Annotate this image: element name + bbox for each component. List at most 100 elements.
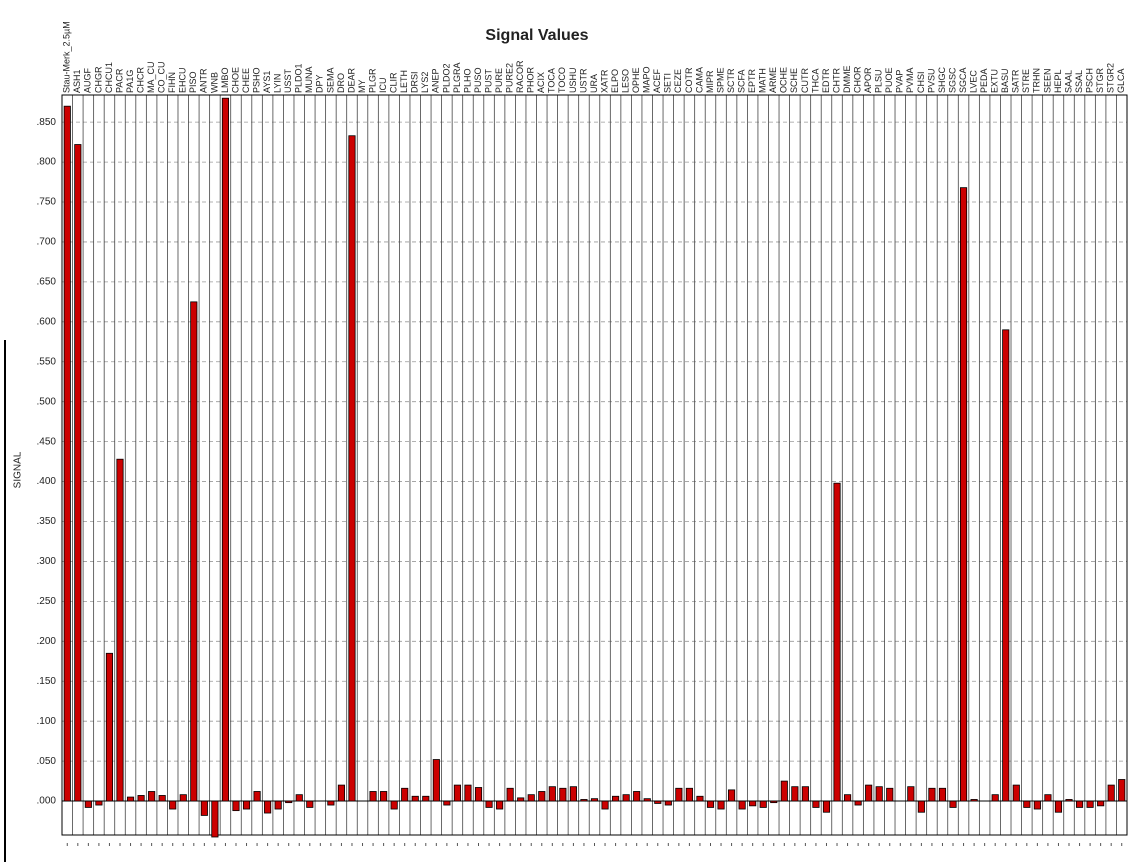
bar xyxy=(506,787,514,802)
bar xyxy=(706,800,715,808)
bar xyxy=(822,800,831,813)
x-tick-label: LYS2 xyxy=(420,72,430,93)
x-tick-label: LETH xyxy=(399,70,409,93)
x-tick-label: MAPO xyxy=(642,66,652,93)
bar xyxy=(643,798,651,802)
bar xyxy=(970,799,978,802)
bar xyxy=(770,800,778,804)
x-tick-label: DEAR xyxy=(346,67,356,93)
bar xyxy=(1044,794,1052,802)
bar xyxy=(959,187,968,802)
x-tick-label: LYIN xyxy=(273,74,283,93)
bar xyxy=(453,784,461,802)
plot-frame xyxy=(61,94,1128,836)
y-tick-label: .100 xyxy=(37,716,57,727)
x-tick-label: DMME xyxy=(842,66,852,94)
bar xyxy=(949,800,957,808)
x-tick-label: PURE xyxy=(494,68,504,93)
y-tick-label: .650 xyxy=(37,277,57,288)
bar xyxy=(664,800,672,806)
bar xyxy=(1054,800,1063,813)
x-tick-label: SHGC xyxy=(937,66,947,93)
x-tick-label: SPME xyxy=(715,67,725,93)
x-tick-label: CHSI xyxy=(916,71,926,93)
bar xyxy=(590,798,599,802)
bar xyxy=(232,800,240,812)
x-tick-label: CLIR xyxy=(389,72,399,93)
x-tick-label: SSAL xyxy=(1074,70,1084,93)
bar xyxy=(169,800,177,810)
bar xyxy=(991,794,999,802)
bar xyxy=(327,800,335,806)
bar xyxy=(221,97,230,802)
x-tick-label: PVAP xyxy=(895,70,905,93)
y-tick-label: .800 xyxy=(37,157,57,168)
bar xyxy=(865,784,873,802)
x-tick-label: CHCU1 xyxy=(104,62,114,93)
x-tick-label: PLSU xyxy=(874,69,884,93)
bar xyxy=(569,786,577,802)
x-tick-label: CUTR xyxy=(800,68,810,93)
x-tick-label: PLDO1 xyxy=(294,63,304,93)
bar xyxy=(812,800,820,808)
bar xyxy=(411,795,419,802)
bar xyxy=(242,800,251,810)
x-tick-label: BASU xyxy=(1000,68,1010,93)
x-tick-label: EPTR xyxy=(747,68,757,93)
x-tick-label: MIPR xyxy=(705,70,715,93)
bar xyxy=(211,800,219,838)
bar xyxy=(253,791,261,802)
bar xyxy=(485,800,493,808)
x-tick-label: PISO xyxy=(188,71,198,93)
bar xyxy=(886,787,894,802)
x-tick-label: DRO xyxy=(336,73,346,93)
bar xyxy=(496,800,504,810)
x-tick-label: THCA xyxy=(810,69,820,94)
bar xyxy=(601,800,609,810)
x-tick-label: TRHN xyxy=(1032,68,1042,93)
bar xyxy=(1012,784,1020,802)
bar xyxy=(1002,329,1010,802)
y-tick-label: .200 xyxy=(37,636,57,647)
x-tick-label: CEZE xyxy=(673,69,683,93)
x-tick-label: PHOR xyxy=(526,66,536,93)
x-tick-label: PURE2 xyxy=(505,63,515,93)
bar xyxy=(791,786,799,802)
x-tick-label: PLDO2 xyxy=(441,63,451,93)
x-tick-label: ACEF xyxy=(652,68,662,93)
bar xyxy=(728,789,736,802)
x-tick-label: HEPL xyxy=(1053,69,1063,93)
bar xyxy=(348,135,356,802)
bar xyxy=(517,797,525,802)
x-tick-label: FIHN xyxy=(167,72,177,93)
x-tick-label: PLGR xyxy=(367,68,377,93)
x-tick-label: APOR xyxy=(863,67,873,93)
bar xyxy=(443,800,451,806)
x-tick-label: ARME xyxy=(768,67,778,93)
bar xyxy=(148,791,156,802)
x-tick-label: PLHO xyxy=(462,68,472,93)
y-tick-label: .400 xyxy=(37,476,57,487)
x-tick-label: ANTR xyxy=(199,68,209,93)
x-tick-label: AUGF xyxy=(83,67,93,93)
bar xyxy=(675,787,683,802)
bar xyxy=(580,799,588,802)
x-tick-label: ICU xyxy=(378,78,388,94)
bar xyxy=(474,787,483,802)
bar xyxy=(844,794,852,802)
y-tick-label: .550 xyxy=(37,356,57,367)
bar xyxy=(63,105,71,802)
bar xyxy=(1097,800,1105,807)
x-tick-label: PUST xyxy=(483,68,493,93)
x-tick-label: PVSU xyxy=(926,68,936,93)
y-tick-label: .300 xyxy=(37,556,57,567)
x-tick-label: PEDA xyxy=(979,68,989,93)
bar xyxy=(907,786,915,802)
bar xyxy=(538,791,546,802)
y-tick-label: .000 xyxy=(37,796,57,807)
x-tick-label: PVMA xyxy=(905,67,915,93)
x-tick-label: LVEC xyxy=(968,70,978,93)
bar xyxy=(337,784,345,802)
